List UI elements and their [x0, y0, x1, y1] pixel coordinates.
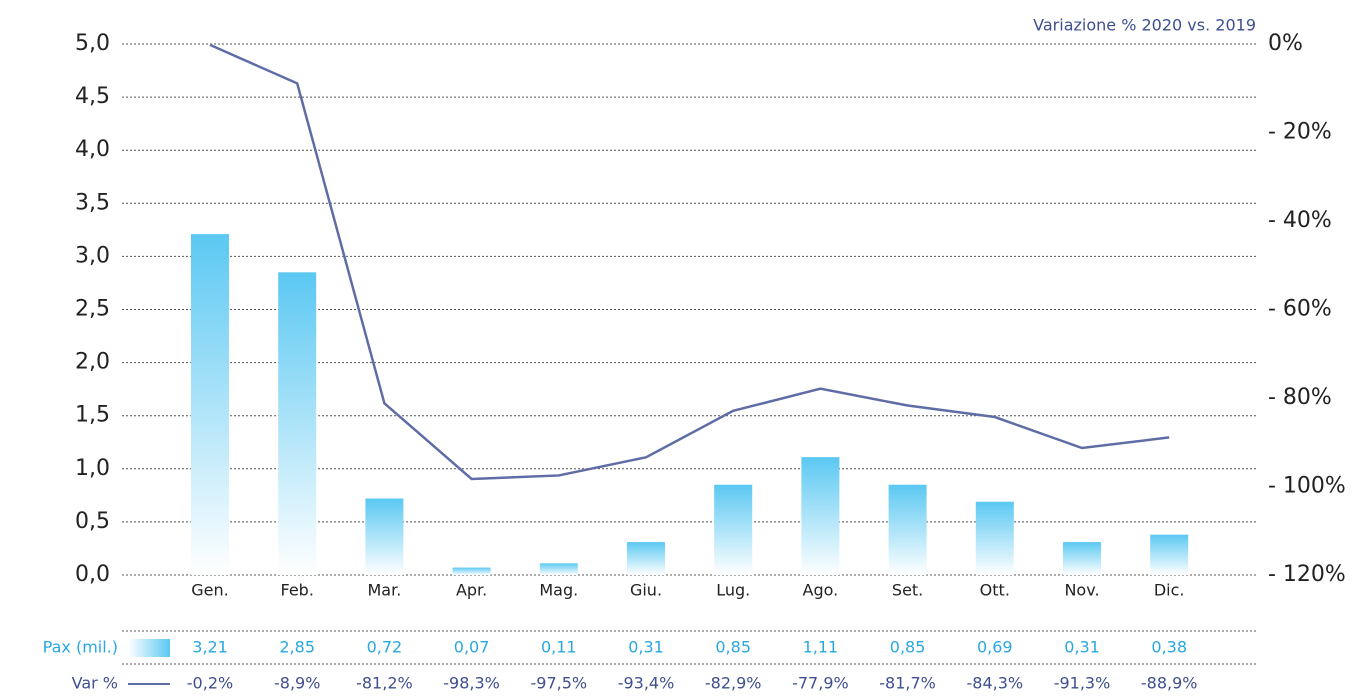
x-tick-label: Mag.	[539, 581, 578, 600]
data-label: 0,31	[1064, 638, 1100, 657]
data-label: 0,69	[977, 638, 1013, 657]
data-label: -81,2%	[356, 674, 413, 693]
bar	[801, 457, 840, 575]
data-label: 0,11	[541, 638, 577, 657]
data-label: 0,38	[1151, 638, 1187, 657]
y2-tick-label: - 120%	[1268, 562, 1346, 587]
y2-tick-label: - 80%	[1268, 385, 1332, 410]
y-tick-label: 0,5	[75, 509, 110, 534]
data-label: 0,07	[454, 638, 490, 657]
data-label: -82,9%	[705, 674, 762, 693]
legend-swatch	[128, 639, 170, 657]
data-label: -93,4%	[618, 674, 675, 693]
x-tick-label: Apr.	[456, 581, 487, 600]
x-tick-label: Nov.	[1064, 581, 1099, 600]
legend-label: Pax (mil.)	[43, 638, 118, 657]
bar	[1063, 542, 1101, 575]
data-label: -8,9%	[274, 674, 320, 693]
bar	[627, 542, 665, 575]
bar	[714, 484, 753, 575]
bar	[452, 567, 491, 575]
x-tick-label: Lug.	[716, 581, 750, 600]
data-label: 0,85	[890, 638, 926, 657]
data-label: -91,3%	[1054, 674, 1111, 693]
legend-label: Var %	[72, 674, 118, 693]
bar	[1150, 534, 1189, 575]
y2-tick-label: - 40%	[1268, 208, 1332, 233]
data-label: -98,3%	[443, 674, 500, 693]
y-tick-label: 3,5	[75, 190, 110, 215]
y2-tick-label: - 100%	[1268, 474, 1346, 499]
bar	[975, 501, 1014, 575]
y-tick-label: 2,0	[75, 350, 110, 375]
bar	[539, 563, 578, 575]
data-label: -88,9%	[1141, 674, 1198, 693]
data-label: 0,31	[628, 638, 664, 657]
data-label: 3,21	[192, 638, 228, 657]
x-tick-label: Mar.	[367, 581, 401, 600]
y2-tick-label: 0%	[1268, 31, 1303, 56]
x-tick-label: Ott.	[980, 581, 1010, 600]
bar	[365, 498, 404, 575]
data-label: -81,7%	[879, 674, 936, 693]
data-label: 1,11	[803, 638, 839, 657]
x-tick-label: Set.	[892, 581, 923, 600]
y-tick-label: 4,5	[75, 84, 110, 109]
data-label: -0,2%	[187, 674, 233, 693]
y-tick-label: 4,0	[75, 137, 110, 162]
x-tick-label: Feb.	[280, 581, 313, 600]
x-tick-label: Ago.	[803, 581, 839, 600]
y-tick-label: 1,5	[75, 403, 110, 428]
data-label: -97,5%	[530, 674, 587, 693]
data-label: -77,9%	[792, 674, 849, 693]
x-tick-label: Gen.	[191, 581, 228, 600]
x-tick-label: Dic.	[1154, 581, 1185, 600]
bar	[278, 272, 317, 575]
y-tick-label: 1,0	[75, 456, 110, 481]
data-label: -84,3%	[966, 674, 1023, 693]
line	[209, 43, 1170, 481]
y2-axis-title: Variazione % 2020 vs. 2019	[1033, 16, 1256, 35]
y2-tick-label: - 60%	[1268, 297, 1332, 322]
bar	[888, 484, 927, 575]
y-tick-label: 3,0	[75, 243, 110, 268]
y2-tick-label: - 20%	[1268, 120, 1332, 145]
data-label: 0,72	[367, 638, 403, 657]
y-tick-label: 5,0	[75, 31, 110, 56]
bar	[191, 234, 229, 575]
data-label: 0,85	[715, 638, 751, 657]
x-tick-label: Giu.	[630, 581, 662, 600]
y-tick-label: 2,5	[75, 297, 110, 322]
data-label: 2,85	[279, 638, 315, 657]
y-tick-label: 0,0	[75, 562, 110, 587]
